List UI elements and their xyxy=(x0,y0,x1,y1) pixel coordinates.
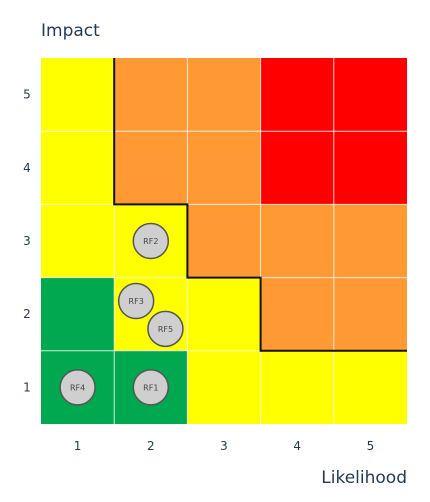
y-tick-label: 2 xyxy=(23,307,31,321)
risk-factor-marker-rf5 xyxy=(147,310,184,348)
risk-factor-markers: RF4 RF1 RF3 RF5 RF2 xyxy=(59,222,184,406)
cell-impact-2-likelihood-1 xyxy=(41,277,115,351)
cell-impact-4-likelihood-2 xyxy=(114,131,188,205)
x-tick-label: 2 xyxy=(147,439,155,453)
risk-boundary-line xyxy=(113,58,407,352)
y-tick-label: 1 xyxy=(23,380,31,394)
cell-impact-4-likelihood-5 xyxy=(333,131,407,205)
y-axis-title: Impact xyxy=(41,21,100,41)
cell-impact-3-likelihood-4 xyxy=(260,204,334,278)
cell-impact-1-likelihood-3 xyxy=(187,350,261,424)
y-tick-label: 3 xyxy=(23,234,31,248)
risk-factor-marker-rf3 xyxy=(117,282,155,320)
risk-factor-label-rf3: RF3 xyxy=(129,297,144,306)
risk-factor-marker-rf2 xyxy=(132,222,170,260)
risk-factor-label-rf4: RF4 xyxy=(70,383,85,392)
matrix-cells xyxy=(41,58,407,424)
cell-impact-4-likelihood-1 xyxy=(41,131,115,205)
cell-impact-5-likelihood-1 xyxy=(41,58,115,132)
axis-ticks: 1 2 3 4 5 1 2 3 4 5 xyxy=(23,88,374,453)
y-tick-label: 5 xyxy=(23,88,31,102)
cell-impact-1-likelihood-5 xyxy=(333,350,407,424)
cell-impact-5-likelihood-3 xyxy=(187,58,261,132)
x-axis-title: Likelihood xyxy=(321,468,407,488)
cell-impact-2-likelihood-4 xyxy=(260,277,334,351)
cell-impact-2-likelihood-3 xyxy=(187,277,261,351)
cell-impact-5-likelihood-4 xyxy=(260,58,334,132)
cell-impact-4-likelihood-3 xyxy=(187,131,261,205)
cell-impact-3-likelihood-1 xyxy=(41,204,115,278)
x-tick-label: 4 xyxy=(293,439,301,453)
cell-impact-4-likelihood-4 xyxy=(260,131,334,205)
risk-factor-marker-rf4 xyxy=(59,369,96,406)
x-tick-label: 1 xyxy=(74,439,82,453)
x-tick-label: 3 xyxy=(220,439,228,453)
risk-factor-label-rf5: RF5 xyxy=(158,325,173,334)
risk-factor-label-rf2: RF2 xyxy=(143,237,158,246)
risk-factor-label-rf1: RF1 xyxy=(143,383,158,392)
risk-boundary xyxy=(113,58,407,352)
cell-impact-2-likelihood-5 xyxy=(333,277,407,351)
risk-factor-marker-rf1 xyxy=(132,369,170,406)
x-tick-label: 5 xyxy=(367,439,375,453)
cell-impact-1-likelihood-4 xyxy=(260,350,334,424)
cell-impact-3-likelihood-3 xyxy=(187,204,261,278)
y-tick-label: 4 xyxy=(23,161,31,175)
cell-impact-5-likelihood-5 xyxy=(333,58,407,132)
cell-impact-3-likelihood-5 xyxy=(333,204,407,278)
cell-impact-5-likelihood-2 xyxy=(114,58,188,132)
